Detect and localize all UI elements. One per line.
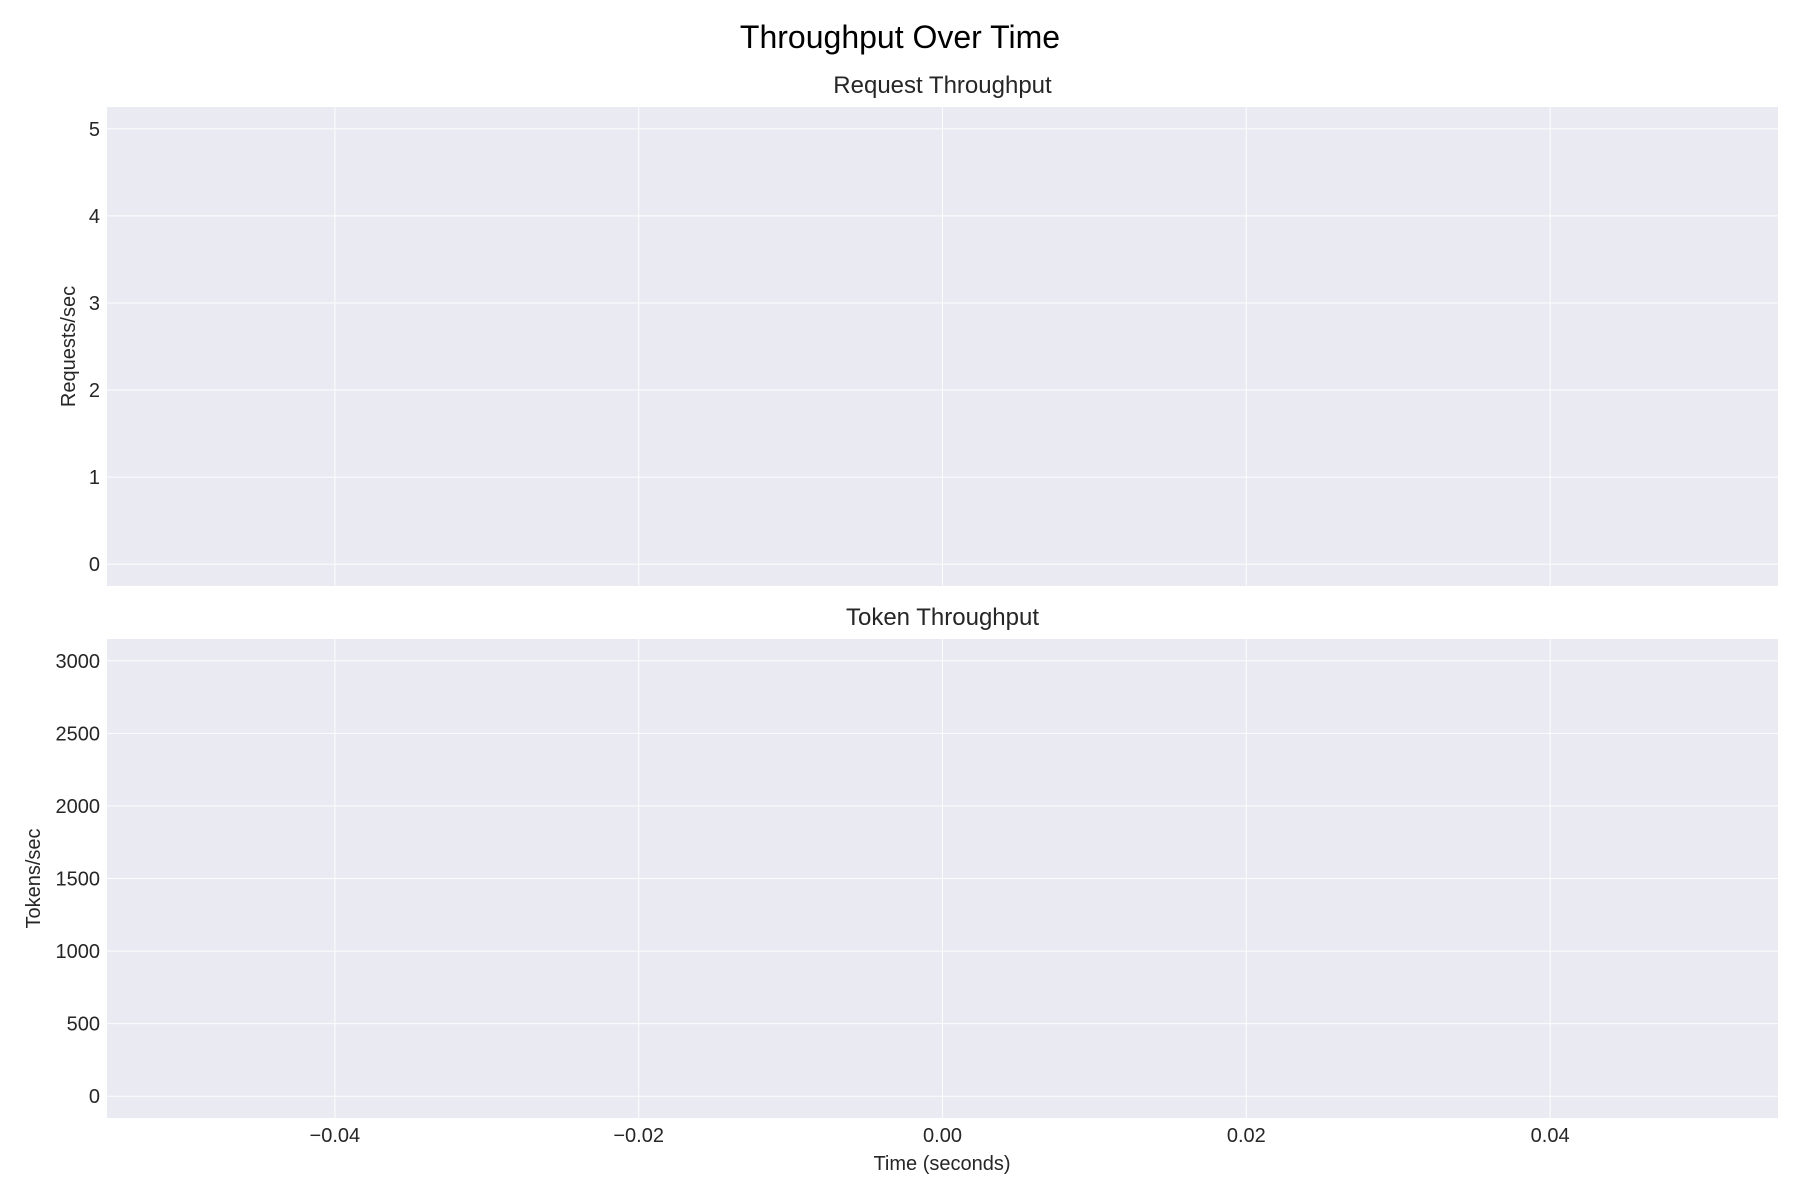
panel-title: Token Throughput: [846, 604, 1039, 631]
y-tick-label: 2000: [56, 796, 101, 818]
y-tick-label: 1500: [56, 869, 101, 891]
y-tick-label: 500: [67, 1014, 100, 1036]
x-tick-label: 0.02: [1227, 1125, 1266, 1147]
y-axis-label: Tokens/sec: [23, 828, 45, 928]
y-tick-label: 5: [89, 119, 100, 141]
x-tick-label: −0.04: [310, 1125, 361, 1147]
y-tick-label: 3: [89, 293, 100, 315]
panel-1: 0 1 2 3 4 5 Request Throughput Requests/sec: [58, 72, 1778, 586]
panel-title: Request Throughput: [833, 72, 1052, 99]
y-tick-label: 2: [89, 380, 100, 402]
x-axis-label: Time (seconds): [873, 1153, 1010, 1175]
y-tick-label: 0: [89, 554, 100, 576]
y-axis-label: Requests/sec: [58, 286, 80, 407]
y-tick-label: 1: [89, 467, 100, 489]
y-tick-label: 1000: [56, 941, 101, 963]
y-tick-label: 3000: [56, 651, 101, 673]
x-tick-label: 0.00: [923, 1125, 962, 1147]
y-tick-label: 0: [89, 1086, 100, 1108]
x-tick-label: 0.04: [1531, 1125, 1570, 1147]
chart-panels: 0 1 2 3 4 5 Request Throughput Requests/sec 0 500…: [23, 72, 1778, 1147]
figure-title: Throughput Over Time: [740, 19, 1060, 55]
x-tick-label: −0.02: [613, 1125, 664, 1147]
y-tick-label: 2500: [56, 723, 101, 745]
y-tick-label: 4: [89, 206, 100, 228]
panel-2: 0 500 1000 1500 2000 2500 3000 Token Throughput…: [23, 604, 1778, 1118]
